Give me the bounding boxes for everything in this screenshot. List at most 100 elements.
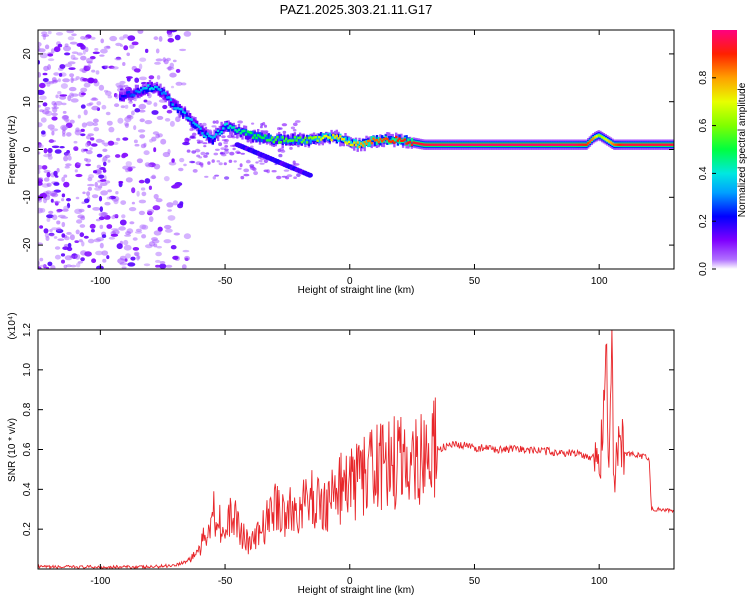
noise-speckle [131, 110, 135, 116]
noise-speckle [114, 103, 120, 108]
x-tick-label: 100 [591, 576, 608, 587]
noise-speckle [186, 149, 191, 153]
ridge-segment [592, 137, 595, 140]
noise-speckle [66, 198, 71, 202]
noise-speckle [264, 124, 267, 128]
ridge-segment [594, 135, 597, 139]
ridge-segment [660, 143, 663, 146]
ridge-segment [216, 130, 220, 141]
noise-speckle [101, 250, 109, 256]
noise-speckle [50, 48, 55, 54]
noise-speckle [90, 229, 95, 233]
x-tick-label: -100 [90, 276, 110, 287]
noise-speckle [51, 227, 58, 231]
noise-speckle [283, 169, 290, 172]
ridge-segment [335, 135, 338, 140]
noise-speckle [115, 191, 119, 195]
ridge-segment [487, 143, 490, 146]
noise-speckle [67, 61, 76, 65]
ridge-segment [384, 137, 387, 140]
ridge-segment [120, 94, 124, 98]
noise-speckle [169, 120, 175, 127]
noise-speckle [53, 236, 58, 239]
noise-speckle [134, 231, 143, 234]
ridge-segment [379, 138, 382, 143]
ridge-segment [265, 139, 269, 142]
ridge-segment [223, 124, 227, 132]
ridge-segment [632, 143, 635, 146]
ridge-segment [623, 143, 627, 146]
noise-speckle [106, 255, 110, 260]
noise-speckle [281, 175, 288, 178]
ridge-segment [152, 87, 155, 91]
ridge-segment [501, 143, 504, 146]
noise-speckle [38, 122, 43, 128]
noise-speckle [133, 68, 141, 73]
ridge-segment [662, 143, 665, 146]
noise-speckle [38, 199, 43, 203]
ridge-segment [618, 143, 621, 146]
noise-speckle [240, 152, 245, 155]
ridge-segment [395, 135, 398, 139]
ridge-segment [215, 133, 218, 136]
ridge-segment [297, 136, 300, 140]
noise-speckle [103, 142, 109, 147]
noise-speckle [286, 174, 293, 178]
noise-speckle [94, 48, 99, 51]
ridge-segment [504, 143, 508, 146]
ridge-segment [211, 140, 214, 145]
ridge-segment [545, 143, 548, 146]
noise-speckle [163, 239, 172, 244]
noise-speckle [49, 229, 53, 232]
ridge-segment [201, 132, 204, 135]
noise-speckle [46, 171, 51, 178]
noise-speckle [104, 201, 111, 206]
ridge-segment [166, 91, 169, 99]
noise-speckle [38, 242, 43, 246]
noise-speckle [95, 70, 100, 75]
noise-speckle [71, 33, 77, 37]
snr-panel: -100 -50 0 50 100 0.2 0.4 0.6 0.8 1.0 1.2 Height … [7, 312, 675, 596]
noise-speckle [59, 64, 66, 69]
ridge-segment [604, 138, 607, 141]
ridge-segment [218, 130, 221, 135]
noise-speckle [125, 76, 133, 79]
ridge-segment [291, 139, 295, 142]
noise-speckle [293, 176, 297, 179]
noise-speckle [200, 163, 204, 168]
noise-speckle [203, 145, 207, 148]
noise-speckle [80, 148, 86, 153]
ridge-segment [278, 134, 281, 142]
noise-speckle [162, 104, 168, 110]
ridge-segment [119, 94, 122, 99]
noise-speckle [86, 121, 94, 127]
noise-speckle [271, 170, 277, 173]
noise-speckle [131, 41, 139, 46]
noise-speckle [56, 220, 61, 225]
ridge-segment [173, 107, 176, 110]
ridge-segment [510, 143, 513, 146]
ridge-segment [202, 134, 206, 137]
noise-speckle [91, 105, 100, 111]
noise-speckle [38, 89, 45, 96]
ridge-segment [285, 138, 288, 146]
noise-speckle [74, 240, 79, 244]
ridge-segment [424, 143, 427, 146]
noise-speckle [77, 261, 84, 264]
ridge-segment [471, 143, 475, 146]
noise-speckle [124, 104, 129, 109]
ridge-segment [595, 135, 599, 138]
ridge-segment [250, 133, 253, 144]
ridge-segment [126, 93, 129, 98]
noise-speckle [69, 234, 75, 241]
ridge-segment [305, 134, 309, 142]
noise-speckle [122, 34, 129, 39]
ridge-segment [436, 143, 440, 146]
noise-speckle [139, 224, 147, 230]
ridge-segment [246, 130, 249, 133]
ridge-segment [185, 116, 188, 120]
ridge-segment [347, 140, 351, 144]
noise-speckle [81, 122, 87, 128]
ridge-segment [234, 129, 237, 132]
noise-speckle [105, 90, 112, 96]
